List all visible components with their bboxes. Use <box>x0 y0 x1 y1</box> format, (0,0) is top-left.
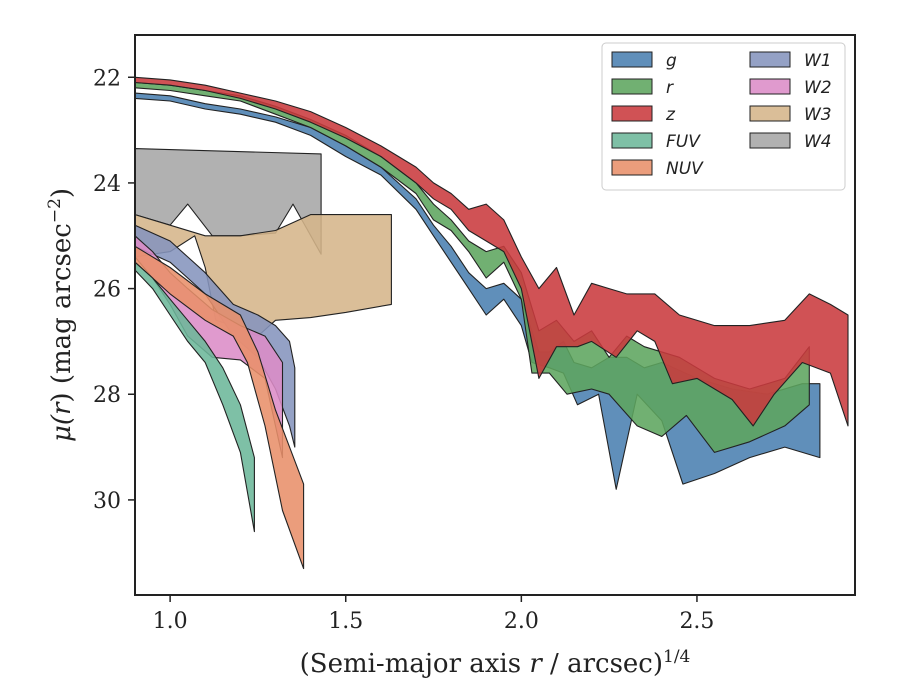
x-axis-title-var: r <box>529 649 543 679</box>
y-tick-label: 30 <box>93 489 121 514</box>
band-w3 <box>134 214 392 337</box>
y-axis-title-end: ) <box>47 188 77 198</box>
y-axis-title-post: ) (mag arcsec <box>47 223 77 402</box>
y-ticks: 22 24 26 28 30 <box>93 66 135 514</box>
y-tick-label: 28 <box>93 383 121 408</box>
x-tick-label: 2.0 <box>504 609 539 634</box>
legend-swatch-w2 <box>749 78 791 95</box>
legend-label-nuv: NUV <box>666 159 704 179</box>
x-tick-label: 2.5 <box>679 609 714 634</box>
legend-swatch-nuv <box>611 159 653 176</box>
legend-label-w1: W1 <box>804 51 832 71</box>
x-ticks: 1.0 1.5 2.0 2.5 <box>153 595 714 634</box>
legend-swatch-w1 <box>749 51 791 68</box>
y-axis-title-var: r <box>47 401 77 415</box>
legend-swatch-w4 <box>749 132 791 149</box>
x-axis-title-prefix: (Semi-major axis <box>300 649 530 679</box>
legend-label-w3: W3 <box>804 105 832 125</box>
x-axis-title-sup: 1/4 <box>663 647 690 667</box>
x-axis-title-mid: / arcsec) <box>542 649 663 679</box>
legend: grz FUV NUV W1 W2 W3 W4 <box>601 42 846 191</box>
bands-layer <box>134 76 849 570</box>
legend-label-z: z <box>665 105 676 125</box>
x-tick-label: 1.5 <box>328 609 363 634</box>
band-z <box>134 76 849 427</box>
legend-label-w2: W2 <box>804 78 832 98</box>
band-r <box>134 81 810 453</box>
legend-label-w4: W4 <box>804 132 832 152</box>
legend-swatch-fuv <box>611 132 653 149</box>
legend-label-r: r <box>666 78 674 98</box>
y-axis-title-pre: μ( <box>47 414 77 442</box>
y-tick-label: 26 <box>93 278 121 303</box>
x-tick-label: 1.0 <box>153 609 188 634</box>
band-nuv <box>134 245 305 570</box>
legend-label-g: g <box>666 51 677 71</box>
legend-label-fuv: FUV <box>666 132 701 152</box>
band-fuv <box>134 261 255 533</box>
legend-swatch-g <box>611 51 653 68</box>
legend-swatch-w3 <box>749 105 791 122</box>
y-tick-label: 24 <box>93 172 121 197</box>
x-axis-title: (Semi-major axis r / arcsec)1/4 <box>300 647 691 679</box>
plot-frame <box>134 34 856 596</box>
y-axis-title: μ(r) (mag arcsec−2) <box>45 188 77 442</box>
y-axis-title-sup: −2 <box>45 198 65 223</box>
legend-swatch-z <box>611 105 653 122</box>
legend-swatch-r <box>611 78 653 95</box>
y-tick-label: 22 <box>93 66 121 91</box>
